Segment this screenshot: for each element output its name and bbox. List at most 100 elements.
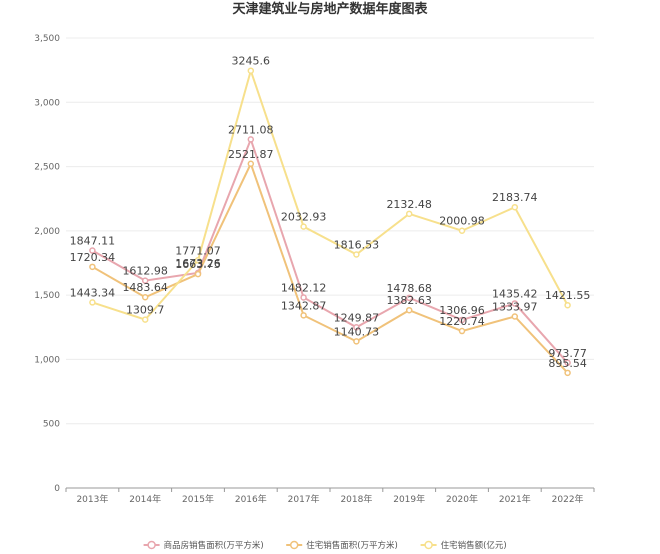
chart-title: 天津建筑业与房地产数据年度图表 [232, 1, 428, 17]
data-label: 1435.42 [492, 287, 538, 300]
series-3 [89, 67, 571, 323]
data-label: 1673.26 [175, 257, 221, 270]
data-label: 1720.34 [70, 251, 116, 264]
y-tick-label: 1,500 [34, 291, 60, 301]
data-label: 1612.98 [122, 265, 168, 278]
data-label: 1443.34 [70, 286, 116, 299]
data-point[interactable] [511, 313, 519, 320]
data-point[interactable] [89, 299, 96, 306]
y-tick-label: 2,500 [34, 163, 60, 173]
data-label: 2000.98 [439, 215, 485, 228]
data-point[interactable] [564, 369, 571, 377]
data-point[interactable] [353, 251, 360, 258]
data-point[interactable] [458, 316, 466, 324]
data-label: 2711.08 [228, 123, 274, 136]
data-point[interactable] [405, 210, 413, 218]
data-label: 2132.48 [386, 198, 432, 211]
data-label: 1771.07 [175, 244, 221, 257]
data-label: 1663.75 [175, 258, 221, 271]
data-point[interactable] [353, 324, 360, 331]
data-point[interactable] [300, 294, 307, 301]
series-lines [89, 67, 571, 377]
x-tick-label: 2018年 [340, 493, 372, 505]
data-point[interactable] [89, 263, 96, 271]
y-tick-label: 500 [43, 420, 60, 430]
data-label: 1220.74 [439, 315, 485, 328]
data-label: 1140.73 [334, 325, 380, 338]
data-label: 1483.64 [122, 281, 168, 294]
data-point[interactable] [247, 67, 255, 74]
data-label: 1249.87 [334, 311, 380, 324]
x-tick-label: 2017年 [288, 493, 320, 505]
legend-item-2[interactable]: 住宅销售面积(万平方米) [286, 540, 398, 551]
y-tick-label: 2,000 [34, 227, 60, 237]
y-tick-label: 0 [54, 484, 60, 494]
data-point[interactable] [89, 247, 96, 254]
series-line [91, 136, 569, 364]
data-point[interactable] [247, 136, 255, 143]
y-tick-label: 1,000 [34, 355, 60, 365]
data-label: 1421.55 [545, 289, 591, 302]
data-label: 1382.63 [386, 294, 432, 307]
data-point[interactable] [405, 306, 413, 314]
data-point[interactable] [405, 294, 413, 302]
data-label: 895.54 [548, 357, 587, 370]
data-point[interactable] [511, 203, 519, 211]
data-label: 1482.12 [281, 281, 327, 294]
x-tick-label: 2016年 [235, 493, 267, 505]
data-label: 3245.6 [232, 55, 271, 68]
data-label: 2032.93 [281, 211, 327, 224]
series-line [91, 161, 569, 374]
legend-item-1[interactable]: 商品房销售面积(万平方米) [143, 540, 264, 551]
x-tick-label: 2014年 [129, 493, 161, 505]
data-label: 2521.87 [228, 148, 274, 161]
y-tick-label: 3,000 [34, 98, 60, 108]
data-point[interactable] [247, 160, 255, 168]
data-point[interactable] [564, 301, 571, 309]
x-tick-label: 2013年 [76, 493, 108, 505]
data-point[interactable] [300, 312, 307, 319]
legend-label: 住宅销售额(亿元) [441, 540, 507, 551]
data-point[interactable] [300, 223, 307, 230]
data-point[interactable] [458, 327, 466, 335]
x-tick-label: 2020年 [446, 493, 478, 505]
data-label: 1478.68 [386, 282, 432, 295]
legend-item-3[interactable]: 住宅销售额(亿元) [420, 540, 507, 551]
series-line [92, 67, 569, 321]
series-1 [89, 136, 571, 367]
data-point[interactable] [141, 293, 149, 301]
data-label: 973.77 [548, 347, 587, 360]
data-point[interactable] [194, 257, 202, 264]
data-point[interactable] [141, 316, 149, 323]
x-tick-label: 2022年 [552, 493, 584, 505]
axes: 0 500 1,000 1,500 2,000 2,500 3,000 3,500 2013年 2… [34, 34, 595, 505]
data-labels: 1847.11 1612.98 1673.26 2711.08 1482.12 1249.… [70, 55, 591, 370]
data-point[interactable] [564, 359, 571, 367]
data-label: 1333.97 [492, 300, 538, 313]
series-2 [89, 160, 571, 377]
data-label: 2183.74 [492, 191, 538, 204]
data-point[interactable] [141, 277, 149, 284]
data-label: 1309.7 [126, 304, 165, 317]
x-tick-label: 2015年 [182, 493, 214, 505]
data-label: 1816.53 [334, 238, 380, 251]
data-point[interactable] [353, 338, 360, 345]
legend[interactable]: 商品房销售面积(万平方米) 住宅销售面积(万平方米) 住宅销售额(亿元) [143, 540, 507, 551]
data-label: 1847.11 [70, 235, 116, 248]
data-label: 1342.87 [281, 299, 327, 312]
legend-marker-icon [147, 540, 156, 550]
legend-marker-icon [424, 540, 433, 550]
data-point[interactable] [458, 227, 466, 234]
x-tick-label: 2021年 [499, 493, 531, 505]
y-tick-label: 3,500 [34, 34, 60, 44]
x-tick-label: 2019年 [393, 493, 425, 505]
legend-label: 商品房销售面积(万平方米) [164, 540, 264, 551]
data-point[interactable] [194, 270, 202, 278]
grid-lines [66, 37, 594, 425]
legend-marker-icon [289, 540, 299, 550]
data-point[interactable] [511, 300, 519, 307]
legend-label: 住宅销售面积(万平方米) [306, 540, 398, 551]
data-label: 1306.96 [439, 304, 485, 317]
